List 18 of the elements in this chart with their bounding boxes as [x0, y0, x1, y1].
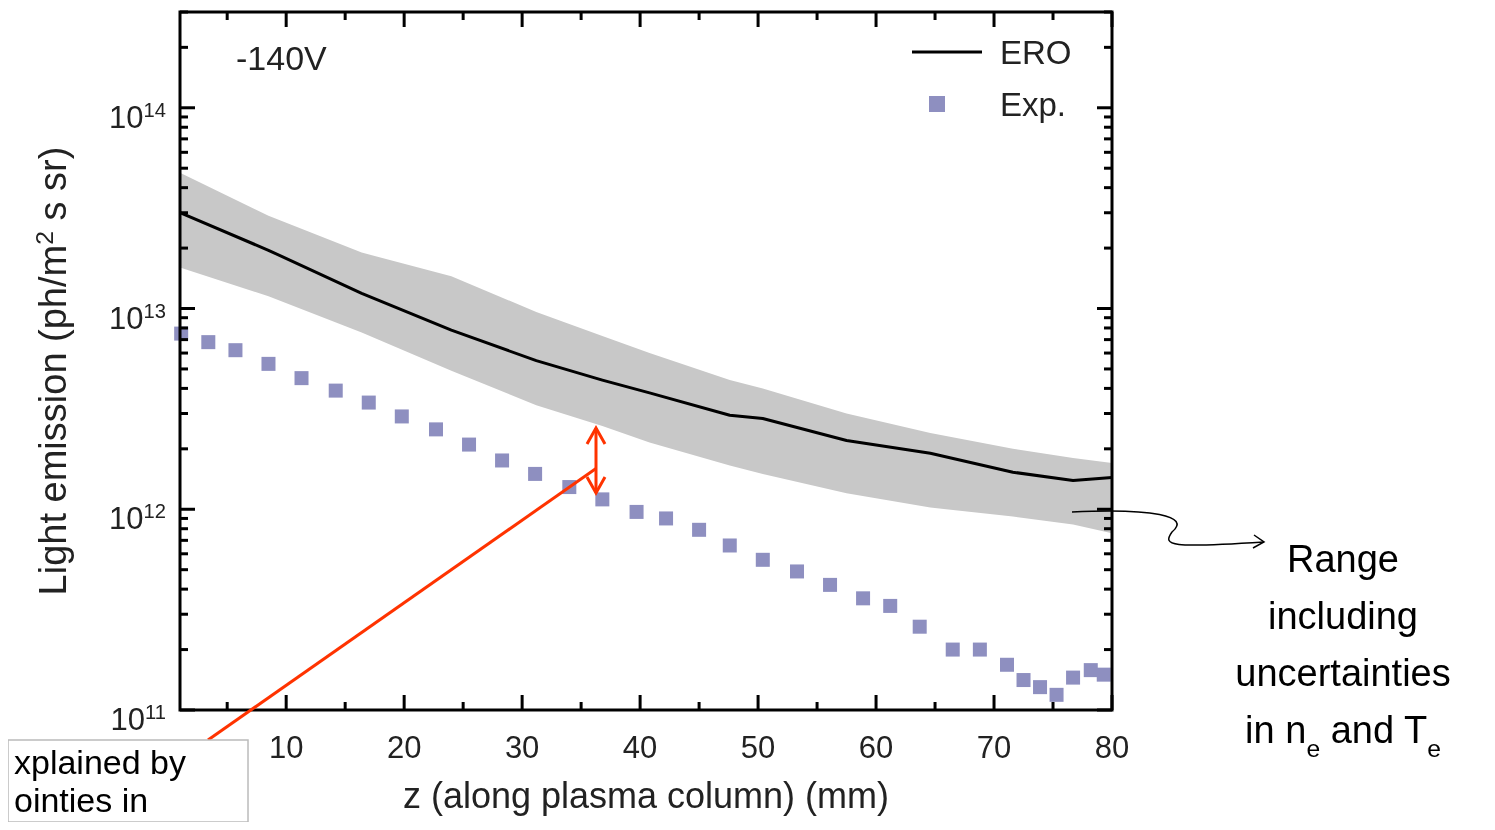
x-tick-label: 30 [504, 730, 540, 765]
x-tick-label: 20 [386, 730, 422, 765]
x-tick-label: 40 [622, 730, 658, 765]
y-tick-label: 10$^{12}$ [109, 500, 166, 537]
x-tick-label: 60 [858, 730, 894, 765]
x-tick-label: 80 [1094, 730, 1130, 765]
y-tick-label: 10$^{13}$ [109, 299, 166, 336]
x-tick-label: 50 [740, 730, 776, 765]
text: xplained by ointies in [14, 743, 187, 819]
annotation: -140V [236, 39, 328, 77]
y-tick-label: 10$^{11}$ [110, 701, 166, 737]
x-tick-label: 70 [976, 730, 1012, 765]
legend-label: ERO [1000, 34, 1072, 71]
y-tick-label: 10$^{14}$ [109, 98, 166, 135]
legend-label: Exp. [1000, 86, 1067, 123]
text: Range including uncertainties in n$_{e}$ and T$_{e}$ [1235, 538, 1451, 762]
x-tick-label: 10 [268, 730, 304, 765]
x-axis-title: z (along plasma column) (mm) [402, 775, 890, 816]
